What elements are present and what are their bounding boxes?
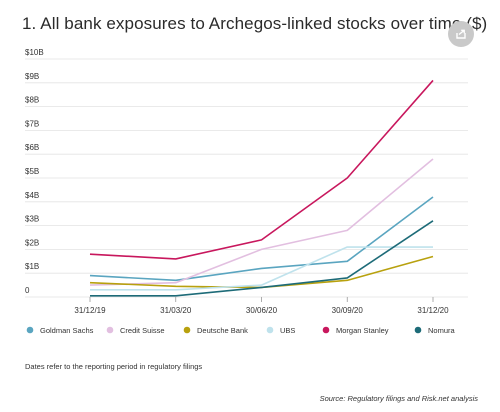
x-tick-label: 31/12/20 [417, 306, 449, 315]
y-tick-label: $7B [25, 119, 39, 128]
x-tick-label: 30/06/20 [246, 306, 278, 315]
source-note: Source: Regulatory filings and Risk.net … [319, 394, 478, 403]
series-line-deutsche-bank [89, 255, 434, 289]
x-tick-label: 31/03/20 [160, 306, 192, 315]
y-tick-label: $4B [25, 191, 39, 200]
y-tick-label: 0 [25, 286, 30, 295]
series-line-morgan-stanley [89, 79, 434, 260]
series-line-nomura [90, 220, 434, 297]
series-line-credit-suisse [89, 158, 434, 286]
y-tick-label: $10B [25, 48, 44, 57]
legend-swatch [106, 326, 114, 334]
legend-swatch [322, 326, 330, 334]
y-tick-label: $1B [25, 262, 39, 271]
y-tick-label: $8B [25, 96, 39, 105]
legend-label: Morgan Stanley [336, 326, 389, 335]
share-button[interactable] [448, 21, 474, 47]
legend-swatch [183, 326, 191, 334]
legend-label: Credit Suisse [120, 326, 165, 335]
series-line-goldman-sachs [89, 196, 434, 282]
legend-swatch [26, 326, 34, 334]
series-line-ubs [90, 246, 433, 291]
footnote: Dates refer to the reporting period in r… [25, 362, 203, 371]
y-tick-label: $9B [25, 72, 39, 81]
legend-label: UBS [280, 326, 295, 335]
legend-swatch [414, 326, 422, 334]
y-tick-label: $6B [25, 143, 39, 152]
y-tick-label: $2B [25, 238, 39, 247]
share-icon [456, 29, 466, 39]
chart-title: 1. All bank exposures to Archegos-linked… [22, 14, 488, 33]
x-tick-label: 31/12/19 [74, 306, 106, 315]
legend-label: Deutsche Bank [197, 326, 248, 335]
legend-label: Nomura [428, 326, 456, 335]
y-tick-label: $5B [25, 167, 39, 176]
y-tick-label: $3B [25, 215, 39, 224]
x-tick-label: 30/09/20 [332, 306, 364, 315]
legend-label: Goldman Sachs [40, 326, 94, 335]
legend-swatch [266, 326, 274, 334]
